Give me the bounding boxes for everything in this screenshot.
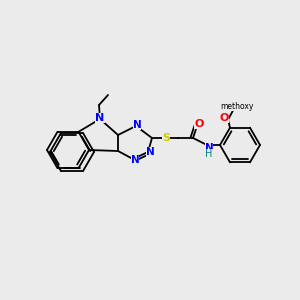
- Text: N: N: [95, 113, 105, 123]
- Text: N: N: [133, 120, 141, 130]
- Text: N: N: [205, 143, 213, 153]
- Text: N: N: [146, 147, 154, 157]
- Text: methoxy: methoxy: [220, 102, 254, 111]
- Text: N: N: [130, 155, 140, 165]
- Text: S: S: [162, 133, 170, 143]
- Text: H: H: [205, 149, 213, 159]
- Text: O: O: [194, 119, 204, 129]
- Text: O: O: [219, 113, 229, 123]
